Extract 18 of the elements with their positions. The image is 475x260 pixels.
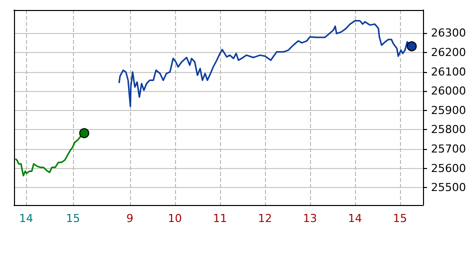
x-tick-label: 13 bbox=[302, 212, 317, 225]
y-tick-label: 25700 bbox=[431, 142, 466, 156]
y-tick-label: 25600 bbox=[431, 162, 466, 175]
x-tick-label: 15 bbox=[66, 212, 80, 225]
y-tick-label: 26100 bbox=[431, 65, 466, 78]
x-tick-label: 14 bbox=[19, 212, 34, 225]
x-tick-label: 14 bbox=[348, 212, 362, 225]
y-tick-label: 26300 bbox=[431, 26, 466, 40]
x-tick-label: 15 bbox=[393, 212, 408, 225]
x-tick-label: 10 bbox=[168, 212, 182, 225]
y-tick-label: 25500 bbox=[431, 181, 466, 194]
y-tick-label: 25800 bbox=[431, 123, 466, 136]
x-tick-label: 12 bbox=[258, 212, 272, 225]
x-tick-label: 9 bbox=[126, 212, 134, 225]
x-tick-label: 11 bbox=[212, 212, 227, 225]
y-tick-label: 26200 bbox=[431, 46, 466, 59]
y-tick-label: 26000 bbox=[431, 84, 466, 98]
y-tick-label: 25900 bbox=[431, 104, 466, 117]
